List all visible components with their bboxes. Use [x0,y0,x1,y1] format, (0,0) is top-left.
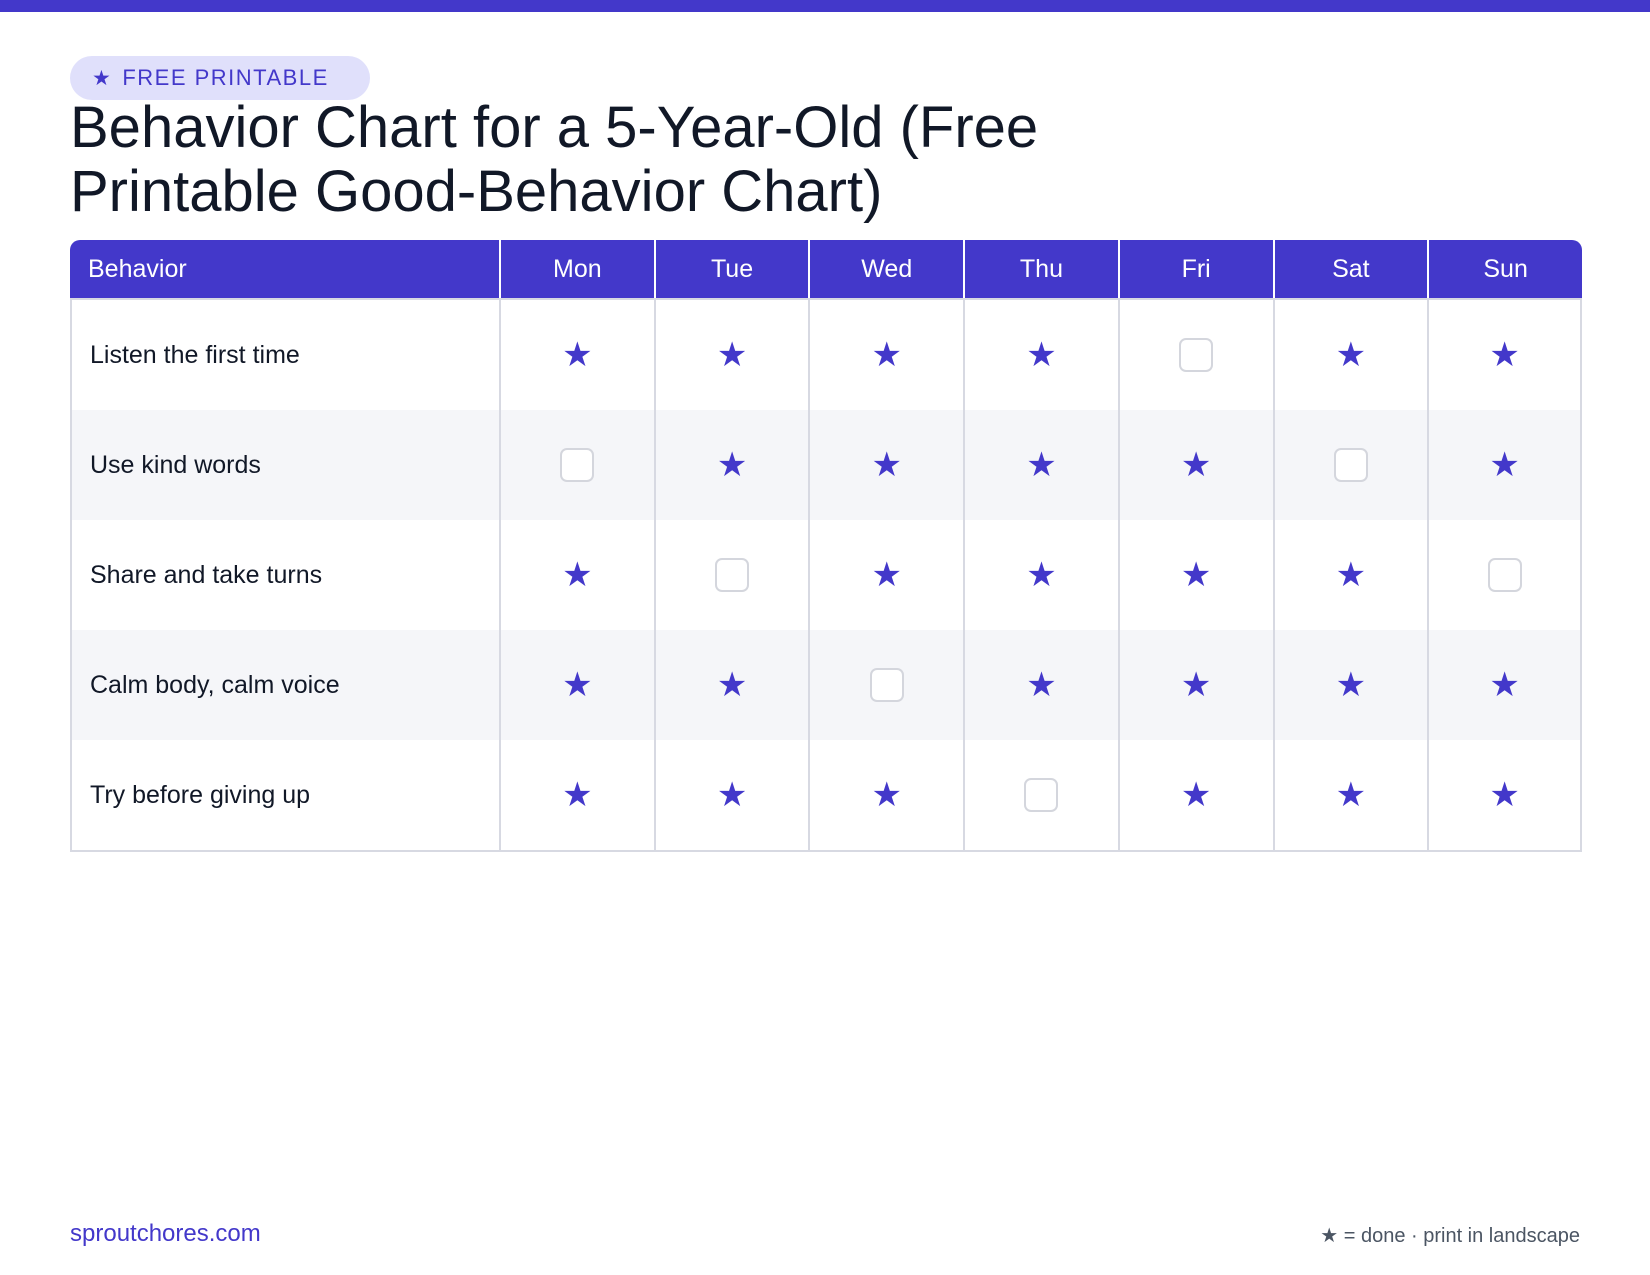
star-icon: ★ [716,665,748,704]
day-cell[interactable]: ★ [1117,630,1273,740]
star-icon: ★ [1489,775,1520,814]
table-row: Calm body, calm voice ★ ★ ★ ★ ★ ★ [70,630,1582,740]
day-cell[interactable]: ★ [1117,740,1273,852]
behavior-chart-table: Behavior Mon Tue Wed Thu Fri Sat Sun Lis… [70,240,1582,852]
behavior-label: Try before giving up [70,740,499,852]
day-cell[interactable] [653,520,809,630]
day-cell[interactable]: ★ [499,520,654,630]
day-cell[interactable] [1427,520,1582,630]
empty-checkbox[interactable] [1487,558,1522,592]
table-row: Listen the first time ★ ★ ★ ★ ★ ★ [70,298,1582,410]
empty-checkbox[interactable] [1333,448,1368,482]
day-cell[interactable]: ★ [1427,740,1582,852]
star-icon: ★ [562,555,593,594]
day-cell[interactable]: ★ [1272,630,1428,740]
day-cell[interactable]: ★ [963,520,1118,630]
star-icon: ★ [1026,665,1057,704]
day-cell[interactable]: ★ [963,630,1118,740]
day-cell[interactable] [1117,298,1273,410]
star-icon: ★ [1335,775,1367,814]
empty-checkbox[interactable] [869,668,904,702]
column-header-day: Fri [1117,240,1273,298]
day-cell[interactable]: ★ [963,298,1118,410]
star-icon: ★ [871,445,902,484]
top-accent-bar [0,0,1650,12]
day-cell[interactable]: ★ [1272,520,1428,630]
star-icon: ★ [1180,775,1212,814]
column-header-behavior: Behavior [70,240,499,298]
star-icon: ★ [562,335,593,374]
day-cell[interactable]: ★ [1272,740,1428,852]
star-icon: ★ [1335,665,1367,704]
day-cell[interactable]: ★ [653,410,809,520]
star-icon: ★ [871,335,902,374]
table-row: Try before giving up ★ ★ ★ ★ ★ ★ [70,740,1582,852]
star-icon: ★ [1180,445,1212,484]
day-cell[interactable]: ★ [499,298,654,410]
table-row: Use kind words ★ ★ ★ ★ ★ [70,410,1582,520]
free-printable-badge: ★ FREE PRINTABLE [70,56,370,100]
star-icon: ★ [1180,665,1212,704]
day-cell[interactable]: ★ [653,630,809,740]
day-cell[interactable]: ★ [499,740,654,852]
star-icon: ★ [1489,445,1520,484]
table-header-row: Behavior Mon Tue Wed Thu Fri Sat Sun [70,240,1582,298]
day-cell[interactable] [1272,410,1428,520]
footer-site-link[interactable]: sproutchores.com [70,1220,261,1247]
day-cell[interactable] [963,740,1118,852]
day-cell[interactable]: ★ [1427,630,1582,740]
day-cell[interactable]: ★ [1272,298,1428,410]
empty-checkbox[interactable] [1179,338,1214,372]
star-icon: ★ [562,665,593,704]
star-icon: ★ [1489,665,1520,704]
behavior-label: Calm body, calm voice [70,630,499,740]
star-icon: ★ [871,775,902,814]
behavior-label: Listen the first time [70,298,499,410]
star-icon: ★ [1026,555,1057,594]
star-icon: ★ [92,67,113,90]
column-header-day: Thu [963,240,1118,298]
star-icon: ★ [562,775,593,814]
column-header-day: Sat [1272,240,1428,298]
day-cell[interactable]: ★ [808,298,964,410]
day-cell[interactable]: ★ [1427,410,1582,520]
column-header-day: Mon [499,240,654,298]
day-cell[interactable] [808,630,964,740]
column-header-day: Sun [1427,240,1582,298]
day-cell[interactable]: ★ [1427,298,1582,410]
day-cell[interactable] [499,410,654,520]
star-icon: ★ [716,775,748,814]
empty-checkbox[interactable] [715,558,750,592]
behavior-label: Share and take turns [70,520,499,630]
star-icon: ★ [871,555,902,594]
column-header-day: Tue [653,240,809,298]
day-cell[interactable]: ★ [808,410,964,520]
star-icon: ★ [1335,335,1367,374]
badge-label: FREE PRINTABLE [122,65,329,90]
star-icon: ★ [1026,445,1057,484]
day-cell[interactable]: ★ [1117,520,1273,630]
day-cell[interactable]: ★ [1117,410,1273,520]
day-cell[interactable]: ★ [653,298,809,410]
star-icon: ★ [1335,555,1367,594]
star-icon: ★ [716,445,748,484]
page-title: Behavior Chart for a 5-Year-Old (Free Pr… [70,95,1039,224]
day-cell[interactable]: ★ [808,520,963,630]
empty-checkbox[interactable] [1024,778,1059,812]
star-icon: ★ [1026,335,1057,374]
star-icon: ★ [1489,335,1520,374]
day-cell[interactable]: ★ [653,740,809,852]
day-cell[interactable]: ★ [499,630,654,740]
star-icon: ★ [1180,555,1212,594]
star-icon: ★ [716,335,748,374]
footer-legend-note: ★ = done · print in landscape [1320,1225,1580,1247]
behavior-label: Use kind words [70,410,499,520]
day-cell[interactable]: ★ [808,740,964,852]
table-row: Share and take turns ★ ★ ★ ★ ★ [70,520,1582,630]
day-cell[interactable]: ★ [963,410,1118,520]
empty-checkbox[interactable] [560,448,595,482]
column-header-day: Wed [808,240,964,298]
